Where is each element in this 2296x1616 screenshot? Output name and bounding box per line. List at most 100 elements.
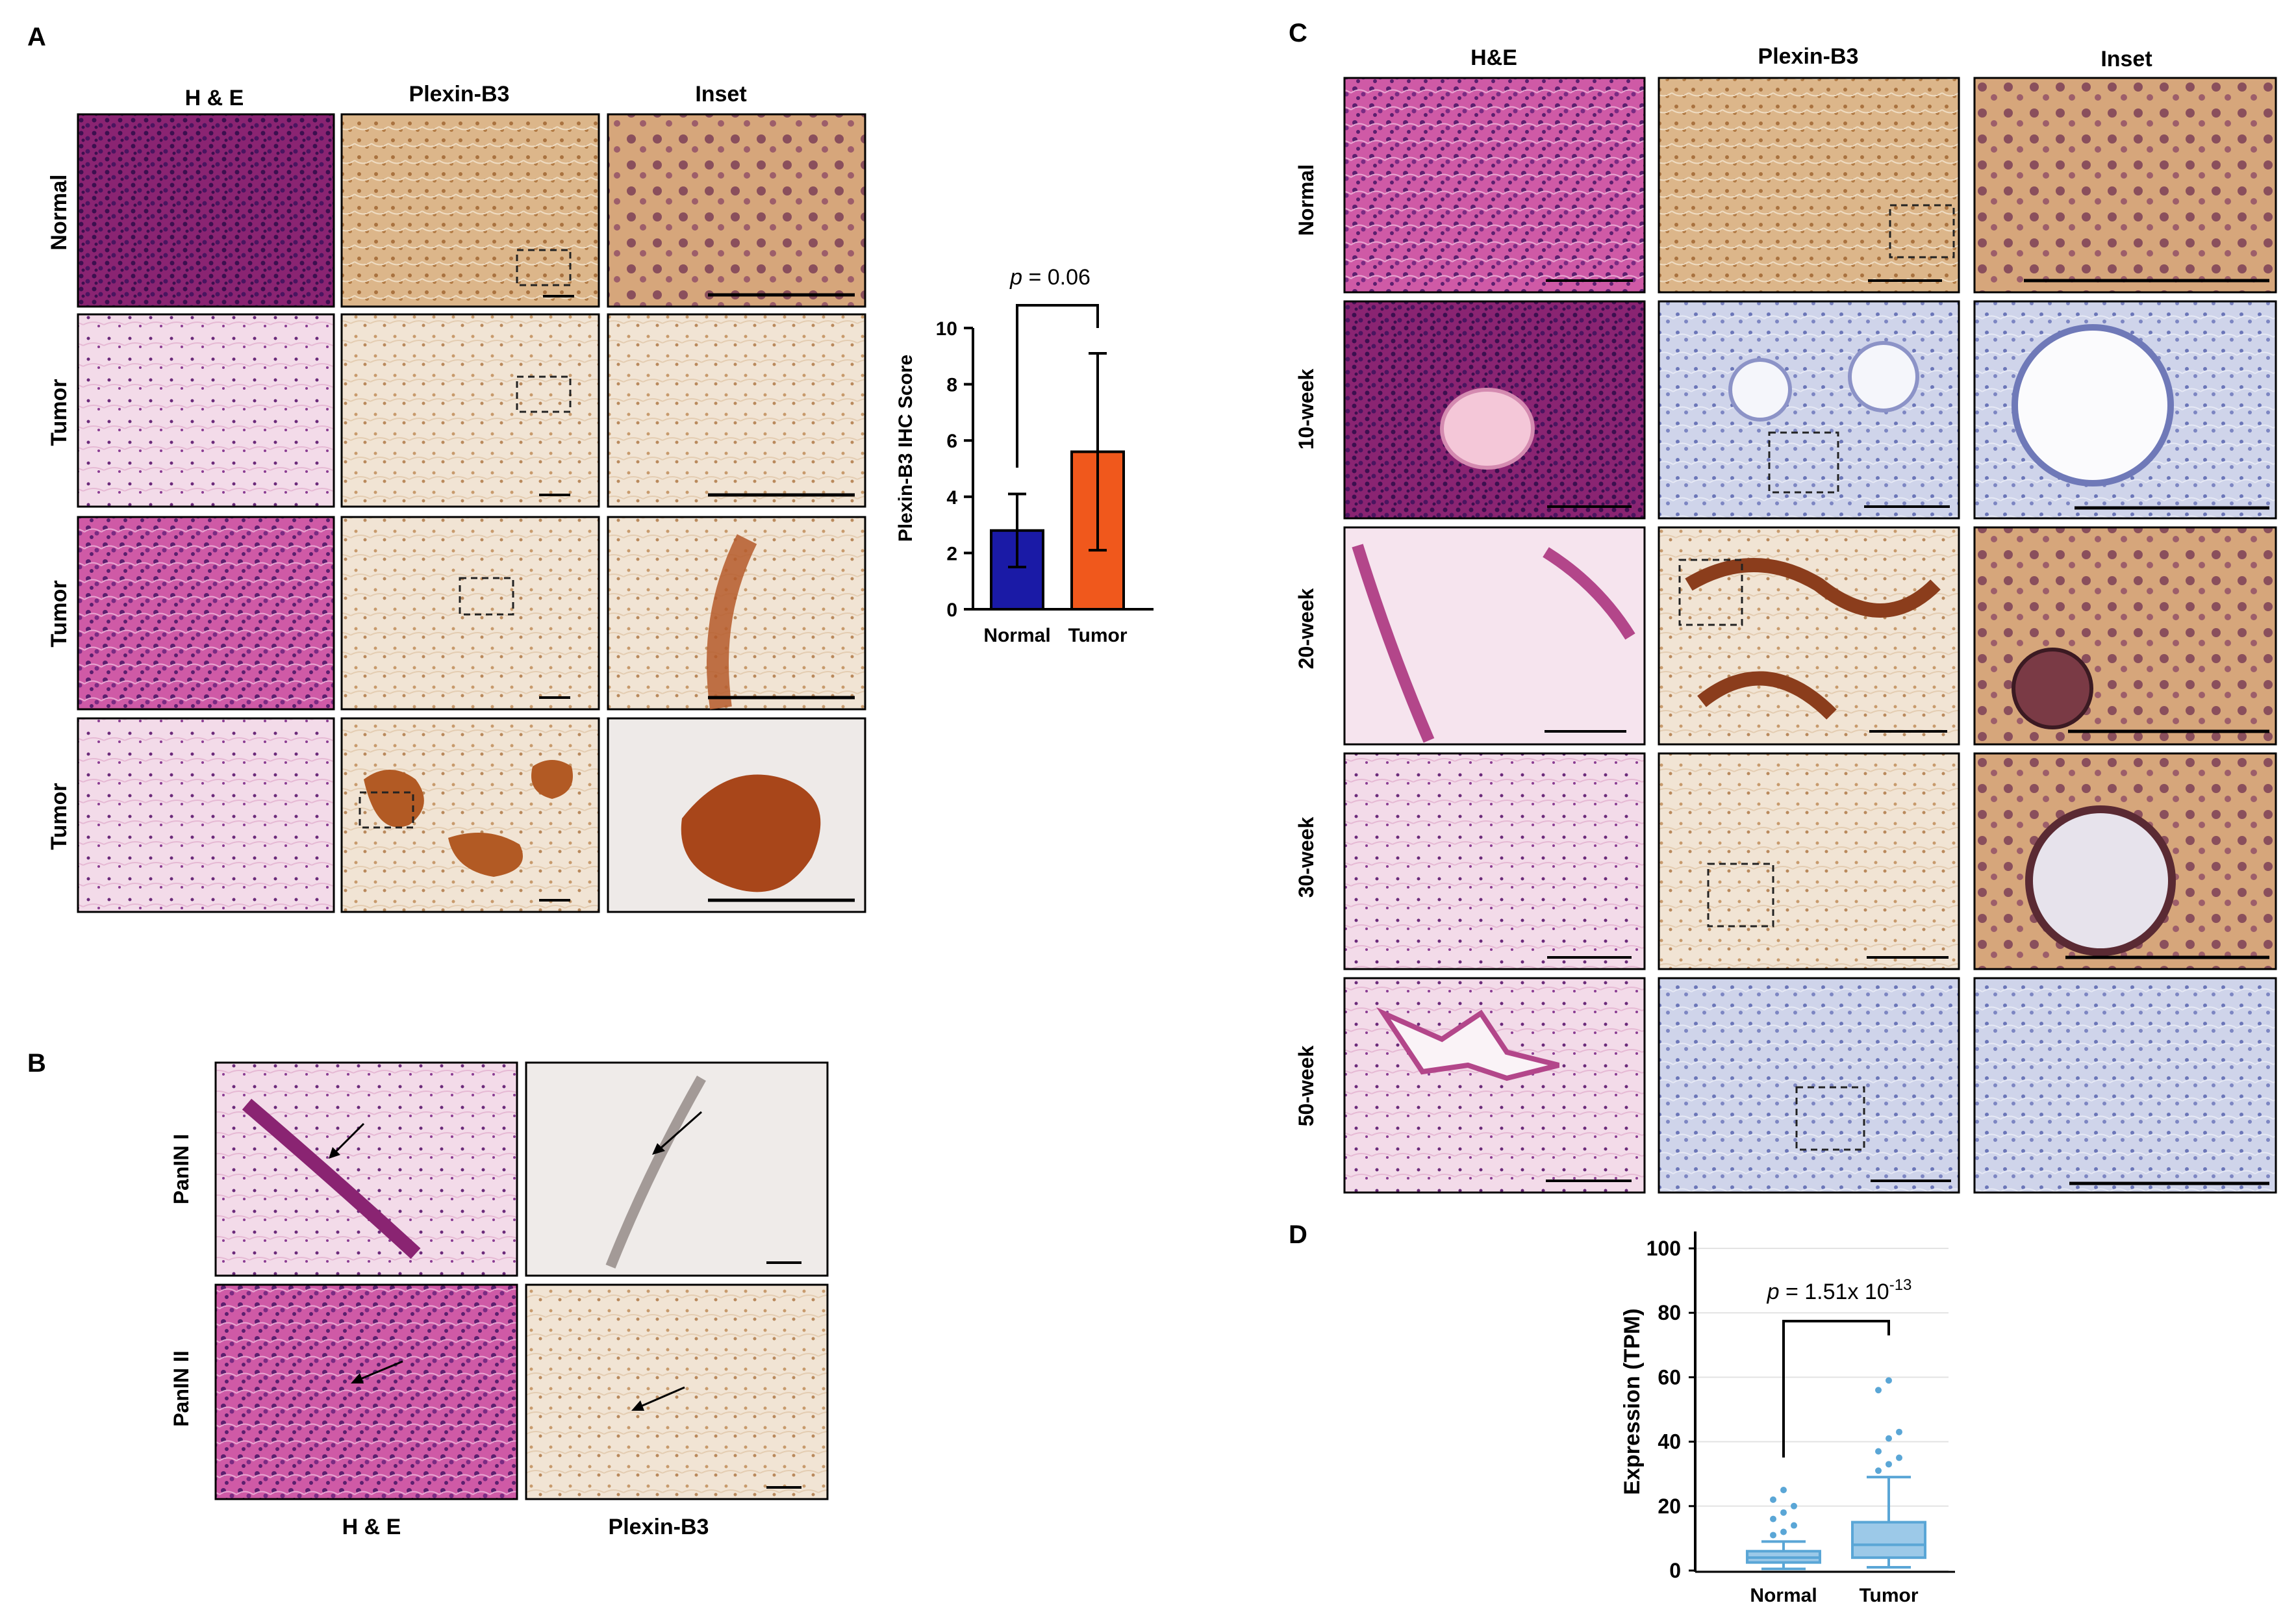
arrow <box>355 1360 403 1382</box>
inset-box-a3 <box>459 577 514 616</box>
bar-x-label: Tumor <box>1068 625 1127 646</box>
panel-a-label: A <box>27 23 46 51</box>
outlier-point <box>1780 1509 1787 1516</box>
micrograph-a-inset-tumor-1 <box>607 313 866 508</box>
micrograph-b-plexin-panin2 <box>525 1283 829 1500</box>
panel-c-row-30wk: 30-week <box>1294 817 1318 898</box>
outlier-point <box>1780 1487 1787 1493</box>
panel-b-label: B <box>27 1049 46 1078</box>
outlier-point <box>1791 1522 1797 1529</box>
micrograph-c-plexin-10wk <box>1658 300 1960 520</box>
panel-a-row-tumor-3: Tumor <box>47 783 71 850</box>
micrograph-b-he-panin1 <box>214 1061 518 1277</box>
duct <box>242 1098 421 1259</box>
micrograph-a-he-normal <box>77 113 335 308</box>
panel-b-row-panin2: PanIN II <box>170 1350 193 1426</box>
micrograph-a-inset-normal <box>607 113 866 308</box>
duct <box>605 1076 706 1269</box>
box-x-label: Tumor <box>1859 1585 1918 1606</box>
outlier-point <box>1770 1532 1776 1539</box>
lesion <box>2012 324 2174 486</box>
panel-b-row-panin1: PanIN I <box>170 1134 193 1204</box>
bar-chart-p-annotation: p = 0.06 <box>1009 265 1091 290</box>
inset-box-a2 <box>516 375 572 413</box>
outlier-point <box>1896 1454 1902 1461</box>
arrow <box>655 1111 702 1154</box>
inset-box-c5 <box>1795 1086 1865 1151</box>
outlier-point <box>1791 1502 1797 1509</box>
panel-a-row-normal: Normal <box>47 174 71 250</box>
stained-region <box>364 760 573 877</box>
box-chart-ylabel: Expression (TPM) <box>1620 1308 1645 1495</box>
bar-y-tick-label: 8 <box>946 375 957 396</box>
arrowhead <box>631 1400 644 1411</box>
micrograph-c-he-30wk <box>1343 752 1646 970</box>
lesion <box>2025 805 2176 956</box>
arrowhead <box>351 1373 364 1383</box>
micrograph-a-he-tumor-3 <box>77 717 335 913</box>
micrograph-a-plexin-tumor-1 <box>340 313 600 508</box>
panel-b-col-he: H & E <box>342 1515 401 1539</box>
panel-c-col-plexin: Plexin-B3 <box>1758 44 1859 69</box>
outlier-point <box>1770 1496 1776 1503</box>
lumen <box>1376 1007 1559 1081</box>
box-plot-expression: Expression (TPM) 0 20 40 60 80 100 Normal Tumo… <box>1620 1231 1955 1606</box>
micrograph-b-plexin-panin1 <box>525 1061 829 1277</box>
box-tumor <box>1851 1521 1926 1559</box>
outlier-point <box>1875 1448 1882 1455</box>
micrograph-c-plexin-50wk <box>1658 977 1960 1194</box>
outlier-point <box>1896 1428 1902 1435</box>
panel-c-row-50wk: 50-week <box>1294 1046 1318 1127</box>
panel-c-row-20wk: 20-week <box>1294 588 1318 670</box>
panel-c-row-normal: Normal <box>1294 164 1318 236</box>
micrograph-a-plexin-normal <box>340 113 600 308</box>
arrowhead <box>652 1143 665 1155</box>
outlier-point <box>1875 1467 1882 1474</box>
box-y-tick-label: 40 <box>1658 1430 1681 1454</box>
lesion <box>1440 388 1535 470</box>
inset-box-c3 <box>1678 559 1743 626</box>
micrograph-c-he-50wk <box>1343 977 1646 1194</box>
inset-box-c2 <box>1768 431 1839 494</box>
panel-c-col-he: H&E <box>1470 45 1517 70</box>
micrograph-c-inset-normal <box>1973 77 2277 294</box>
panel-a-row-tumor-2: Tumor <box>47 580 71 647</box>
bar-y-tick-label: 10 <box>936 318 957 340</box>
box-x-label: Normal <box>1750 1585 1817 1606</box>
inset-box-c4 <box>1707 863 1774 928</box>
inset-box-a4 <box>359 791 414 829</box>
panel-a-col-plexin: Plexin-B3 <box>409 82 510 107</box>
panel-c-row-10wk: 10-week <box>1294 369 1318 450</box>
box-y-tick-label: 60 <box>1658 1365 1681 1389</box>
micrograph-b-he-panin2 <box>214 1283 518 1500</box>
outlier-point <box>1886 1377 1892 1384</box>
arrowhead <box>329 1147 340 1159</box>
outlier-point <box>1886 1435 1892 1442</box>
outlier-point <box>1875 1387 1882 1394</box>
lesion <box>1848 341 1919 412</box>
micrograph-a-he-tumor-1 <box>77 313 335 508</box>
duct-wall <box>1352 544 1635 743</box>
micrograph-c-plexin-20wk <box>1658 526 1960 746</box>
bar-y-tick-label: 4 <box>946 487 957 509</box>
micrograph-a-plexin-tumor-2 <box>340 516 600 711</box>
box-y-tick-label: 80 <box>1658 1301 1681 1324</box>
significance-bracket <box>1016 304 1099 468</box>
stained-duct <box>1685 558 1941 720</box>
outlier-point <box>1770 1515 1776 1522</box>
panel-b-col-plexin: Plexin-B3 <box>609 1515 709 1539</box>
stained-duct <box>707 534 757 710</box>
micrograph-c-he-20wk <box>1343 526 1646 746</box>
panel-a-col-inset: Inset <box>695 82 746 107</box>
micrograph-c-he-normal <box>1343 77 1646 294</box>
panel-c-col-inset: Inset <box>2100 47 2152 71</box>
inset-box-c1 <box>1889 204 1955 259</box>
arrow <box>330 1122 365 1157</box>
cell-cluster <box>2012 648 2093 729</box>
lesion <box>1728 358 1792 422</box>
box-y-tick-label: 100 <box>1646 1237 1681 1260</box>
micrograph-c-plexin-normal <box>1658 77 1960 294</box>
bar-y-tick-label: 2 <box>946 543 957 564</box>
